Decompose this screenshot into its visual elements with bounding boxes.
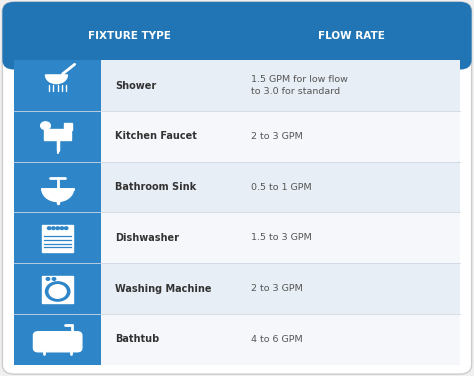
FancyBboxPatch shape: [42, 276, 73, 303]
FancyBboxPatch shape: [34, 332, 82, 352]
Circle shape: [56, 227, 59, 229]
FancyBboxPatch shape: [42, 225, 73, 252]
Wedge shape: [42, 189, 73, 202]
Circle shape: [41, 122, 50, 130]
FancyBboxPatch shape: [2, 2, 472, 70]
Bar: [14, 111, 101, 162]
Bar: [101, 314, 460, 365]
Text: FIXTURE TYPE: FIXTURE TYPE: [88, 31, 170, 41]
Circle shape: [64, 227, 68, 229]
Bar: [14, 162, 101, 212]
Text: Washing Machine: Washing Machine: [115, 284, 212, 294]
Text: 1.5 GPM for low flow
to 3.0 for standard: 1.5 GPM for low flow to 3.0 for standard: [251, 75, 347, 96]
Text: Dishwasher: Dishwasher: [115, 233, 179, 243]
Circle shape: [52, 277, 56, 280]
Circle shape: [46, 282, 70, 301]
Circle shape: [60, 227, 64, 229]
Text: 2 to 3 GPM: 2 to 3 GPM: [251, 132, 302, 141]
Text: Shower: Shower: [115, 80, 156, 91]
Text: Bathtub: Bathtub: [115, 334, 160, 344]
Circle shape: [52, 227, 55, 229]
Bar: [101, 162, 460, 212]
Text: 4 to 6 GPM: 4 to 6 GPM: [251, 335, 302, 344]
Text: Kitchen Faucet: Kitchen Faucet: [115, 131, 197, 141]
Bar: [64, 123, 72, 130]
Bar: [101, 263, 460, 314]
Text: FLOW RATE: FLOW RATE: [319, 31, 385, 41]
Circle shape: [47, 227, 51, 229]
Text: Bathroom Sink: Bathroom Sink: [115, 182, 197, 192]
Circle shape: [46, 277, 50, 280]
Bar: [44, 129, 71, 140]
Bar: [101, 212, 460, 263]
Bar: [101, 60, 460, 111]
Circle shape: [49, 285, 66, 298]
Bar: [14, 314, 101, 365]
Bar: [14, 38, 460, 60]
Bar: [14, 212, 101, 263]
Text: 0.5 to 1 GPM: 0.5 to 1 GPM: [251, 183, 311, 191]
Bar: [101, 111, 460, 162]
Bar: [14, 60, 101, 111]
Wedge shape: [46, 75, 67, 83]
Bar: [14, 263, 101, 314]
Text: 2 to 3 GPM: 2 to 3 GPM: [251, 284, 302, 293]
Text: 1.5 to 3 GPM: 1.5 to 3 GPM: [251, 233, 311, 242]
